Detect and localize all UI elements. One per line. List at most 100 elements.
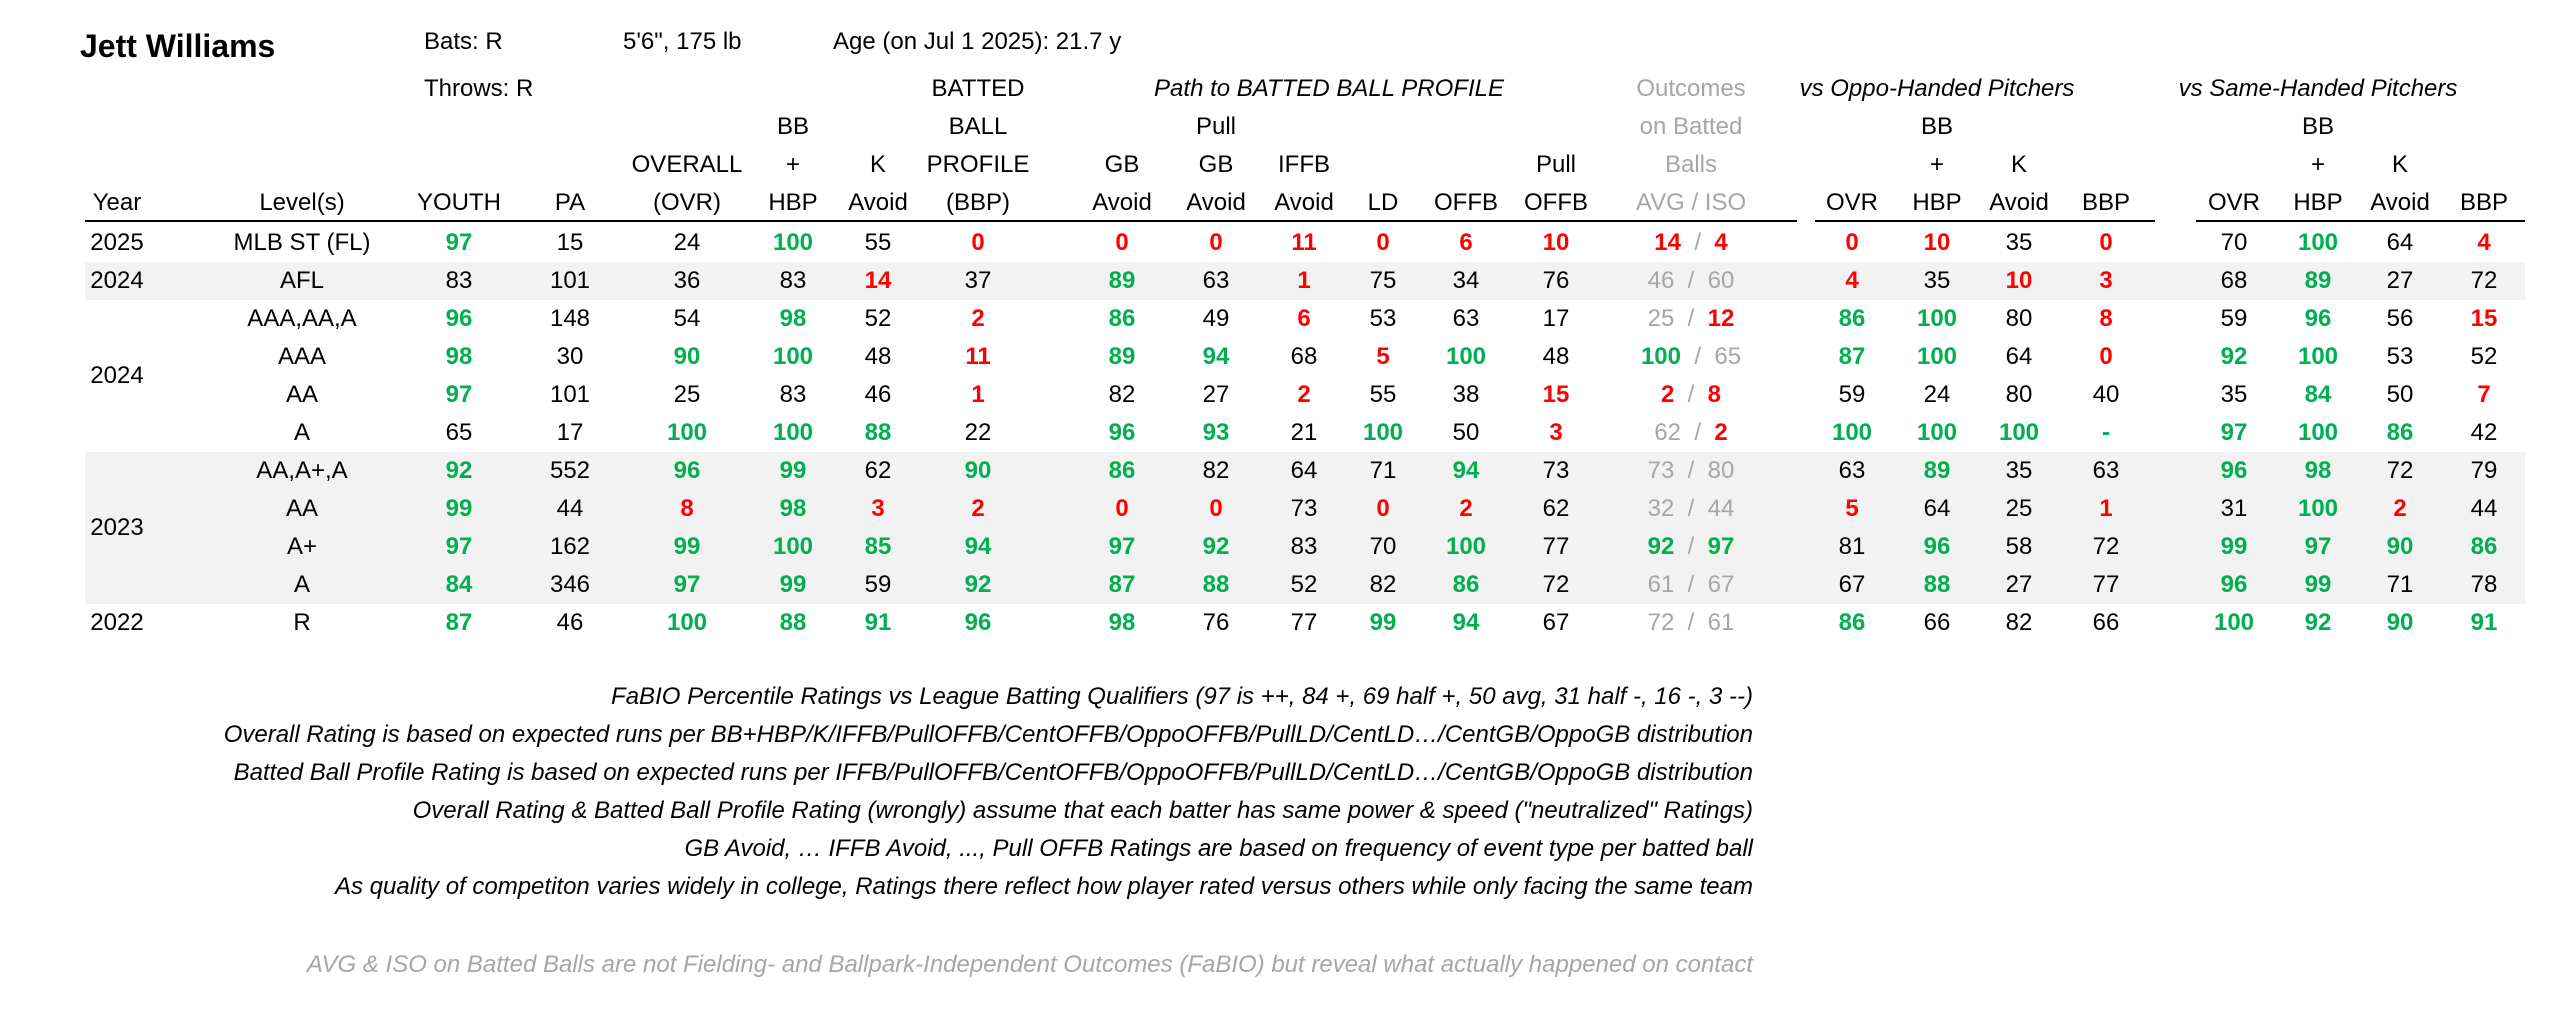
rating-cell-pa: 46 xyxy=(556,609,584,636)
level-cell: AA xyxy=(285,381,319,408)
level-cell: AFL xyxy=(279,267,325,294)
rating-cell-offb: 6 xyxy=(1459,229,1473,256)
throws-label: Throws: R xyxy=(424,75,534,102)
rating-cell-iffb: 64 xyxy=(1290,457,1318,484)
rating-cell-iffb: 1 xyxy=(1297,267,1311,294)
rating-cell-o_ovr: 81 xyxy=(1838,533,1866,560)
column-header-o_ovr: OVR xyxy=(1825,189,1879,216)
rating-cell-pullgb: 0 xyxy=(1209,495,1223,522)
column-header-iffb: Avoid xyxy=(1274,189,1334,216)
path-group-header: Path to BATTED BALL PROFILE xyxy=(1154,75,1504,102)
rating-cell-ld: 71 xyxy=(1369,457,1397,484)
column-header-kavoid: Avoid xyxy=(848,189,908,216)
rating-cell-kavoid: 59 xyxy=(864,571,892,598)
rating-cell-ld: 99 xyxy=(1369,609,1397,636)
rating-cell-o_k: 35 xyxy=(2005,457,2033,484)
avg-value: 72 xyxy=(1647,609,1675,636)
rating-cell-ovr: 24 xyxy=(673,229,701,256)
rating-cell-pulloffb: 48 xyxy=(1542,343,1570,370)
rating-cell-pa: 44 xyxy=(556,495,584,522)
rating-cell-bbhbp: 99 xyxy=(779,571,807,598)
rating-cell-ovr: 90 xyxy=(673,343,701,370)
rating-cell-kavoid: 55 xyxy=(864,229,892,256)
rating-cell-kavoid: 91 xyxy=(864,609,892,636)
column-header-year: Year xyxy=(92,189,142,216)
avg-iso-separator: / xyxy=(1674,381,1708,408)
bats-label: Bats: R xyxy=(424,28,503,55)
row-shade xyxy=(85,262,2525,300)
rating-cell-o_ovr: 63 xyxy=(1838,457,1866,484)
column-header-pullgb: GB xyxy=(1198,151,1234,178)
column-header-o_bb: + xyxy=(1929,151,1945,178)
rating-cell-o_ovr: 0 xyxy=(1845,229,1859,256)
rating-cell-gbavoid: 86 xyxy=(1108,457,1136,484)
rating-cell-s_bb: 96 xyxy=(2304,305,2332,332)
iso-value: 12 xyxy=(1707,305,1735,332)
rating-cell-o_bb: 64 xyxy=(1923,495,1951,522)
rating-cell-s_bb: 99 xyxy=(2304,571,2332,598)
rating-cell-s_k: 90 xyxy=(2386,533,2414,560)
rating-cell-o_bbp: 72 xyxy=(2092,533,2120,560)
rating-cell-bbhbp: 88 xyxy=(779,609,807,636)
rating-cell-gbavoid: 0 xyxy=(1115,229,1129,256)
column-header-level: Level(s) xyxy=(259,189,345,216)
avg-iso-cell: 62 / 2 xyxy=(1654,421,1727,445)
rating-cell-o_k: 35 xyxy=(2005,229,2033,256)
rating-cell-youth: 97 xyxy=(445,229,473,256)
rating-cell-o_ovr: 4 xyxy=(1845,267,1859,294)
rating-cell-o_bbp: 40 xyxy=(2092,381,2120,408)
rating-cell-gbavoid: 98 xyxy=(1108,609,1136,636)
rating-cell-s_k: 27 xyxy=(2386,267,2414,294)
rating-cell-s_bbp: 91 xyxy=(2470,609,2498,636)
year-cell: 2025 xyxy=(90,229,144,256)
rating-cell-s_ovr: 96 xyxy=(2220,571,2248,598)
rating-cell-bbp: 2 xyxy=(971,305,985,332)
rating-cell-bbp: 1 xyxy=(971,381,985,408)
level-cell: MLB ST (FL) xyxy=(233,229,371,256)
rating-cell-ovr: 25 xyxy=(673,381,701,408)
column-header-s_k: K xyxy=(2391,151,2409,178)
rating-cell-o_bb: 66 xyxy=(1923,609,1951,636)
avg-iso-cell: 2 / 8 xyxy=(1661,383,1721,407)
rating-cell-iffb: 21 xyxy=(1290,419,1318,446)
rating-cell-kavoid: 3 xyxy=(871,495,885,522)
rating-cell-pullgb: 93 xyxy=(1202,419,1230,446)
rating-cell-pulloffb: 73 xyxy=(1542,457,1570,484)
bbp-group-header: BATTED xyxy=(931,75,1025,102)
rating-cell-pullgb: 0 xyxy=(1209,229,1223,256)
avg-value: 62 xyxy=(1654,419,1681,446)
rating-cell-offb: 94 xyxy=(1452,609,1480,636)
rating-cell-kavoid: 46 xyxy=(864,381,892,408)
rating-cell-s_bb: 100 xyxy=(2297,419,2339,446)
level-cell: A+ xyxy=(286,533,318,560)
rating-cell-pullgb: 92 xyxy=(1202,533,1230,560)
rating-cell-o_k: 82 xyxy=(2005,609,2033,636)
rating-cell-pa: 346 xyxy=(549,571,591,598)
footnote: AVG & ISO on Batted Balls are not Fieldi… xyxy=(306,951,1753,978)
rating-cell-youth: 97 xyxy=(445,533,473,560)
rating-cell-ld: 82 xyxy=(1369,571,1397,598)
rating-cell-ld: 55 xyxy=(1369,381,1397,408)
rating-cell-s_k: 64 xyxy=(2386,229,2414,256)
rating-cell-pulloffb: 10 xyxy=(1542,229,1570,256)
column-header-bbhbp: + xyxy=(785,151,801,178)
rating-cell-s_k: 71 xyxy=(2386,571,2414,598)
rating-cell-pulloffb: 17 xyxy=(1542,305,1570,332)
outcomes-header-line3: Balls xyxy=(1664,151,1718,178)
rating-cell-pa: 30 xyxy=(556,343,584,370)
rating-cell-s_bbp: 78 xyxy=(2470,571,2498,598)
level-cell: AAA xyxy=(277,343,327,370)
rating-cell-offb: 38 xyxy=(1452,381,1480,408)
rating-cell-pulloffb: 76 xyxy=(1542,267,1570,294)
avg-iso-cell: 72 / 61 xyxy=(1648,611,1735,635)
rating-cell-o_ovr: 100 xyxy=(1831,419,1873,446)
rating-cell-pa: 148 xyxy=(549,305,591,332)
rating-cell-youth: 98 xyxy=(445,343,473,370)
rating-cell-o_bbp: 0 xyxy=(2099,229,2113,256)
rating-cell-o_bb: 100 xyxy=(1916,419,1958,446)
column-header-pullgb: Avoid xyxy=(1186,189,1246,216)
rating-cell-iffb: 2 xyxy=(1297,381,1311,408)
rating-cell-o_k: 80 xyxy=(2005,381,2033,408)
column-header-iffb: IFFB xyxy=(1278,151,1330,178)
rating-cell-s_ovr: 99 xyxy=(2220,533,2248,560)
